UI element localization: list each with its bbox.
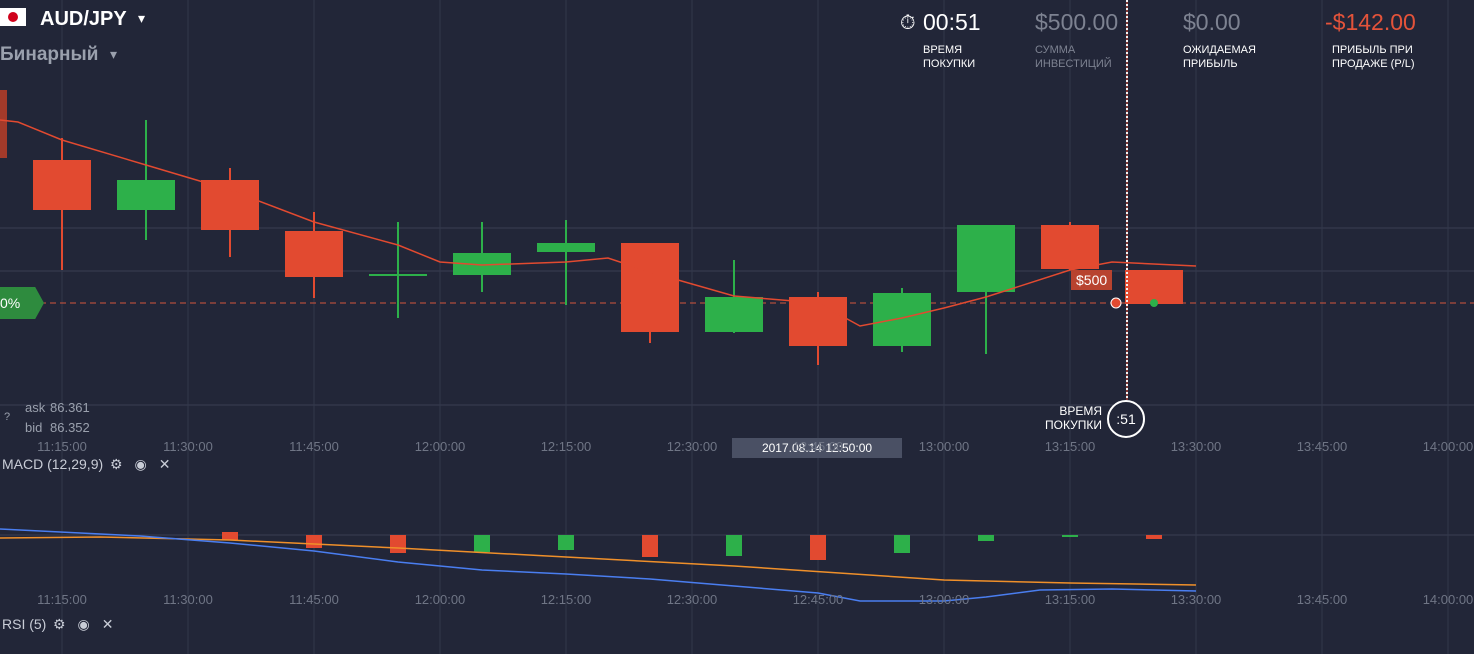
candle: [117, 180, 175, 210]
macd-bar: [1062, 535, 1078, 537]
indicator-time-label: 11:45:00: [289, 592, 339, 607]
candle: [201, 180, 259, 230]
candle: [537, 243, 595, 252]
macd-line: [0, 528, 1197, 602]
candle: [873, 293, 931, 346]
bid-label: bid: [25, 420, 43, 435]
macd-bar: [726, 535, 742, 556]
stat-label: ПРИБЫЛЬ ПРИ ПРОДАЖЕ (P/L): [1332, 44, 1415, 70]
indicator-name: RSI (5): [2, 616, 47, 632]
time-label: 13:30:00: [1170, 439, 1222, 454]
asset-pair[interactable]: AUD/JPY: [40, 8, 127, 30]
time-label: 12:45:00: [792, 439, 844, 454]
trade-amount: $500: [1071, 270, 1113, 290]
time-label: 13:00:00: [918, 439, 970, 454]
candle: [621, 243, 679, 332]
dropdown-arrow[interactable]: ▾: [110, 46, 118, 62]
candle: [285, 231, 343, 277]
indicator-time-label: 13:00:00: [918, 592, 970, 607]
macd-bar: [642, 535, 658, 557]
stat-value: -$142.00: [1325, 9, 1416, 35]
indicator-controls[interactable]: ⚙◉✕: [53, 616, 126, 632]
time-label: 11:15:00: [37, 439, 87, 454]
ask-label: ask: [25, 400, 46, 415]
buy-countdown: :51: [1107, 400, 1145, 438]
candle: [369, 274, 427, 276]
indicator-time-label: 12:45:00: [792, 592, 844, 607]
macd-bar: [222, 532, 238, 540]
indicator-time-label: 14:00:00: [1422, 592, 1474, 607]
macd-bar: [390, 535, 406, 553]
bid-value: 86.352: [50, 420, 90, 435]
timer-icon: ⏱: [900, 12, 916, 34]
help-icon[interactable]: ?: [4, 411, 11, 423]
macd-bar: [810, 535, 826, 560]
indicator-time-label: 12:30:00: [666, 592, 718, 607]
stat-label: ВРЕМЯ ПОКУПКИ: [923, 44, 976, 70]
buy-time-label: ВРЕМЯ ПОКУПКИ: [1045, 404, 1102, 432]
indicator-controls[interactable]: ⚙◉✕: [110, 456, 183, 472]
macd-signal: [0, 536, 1197, 586]
candle: [453, 253, 511, 275]
macd-bar: [894, 535, 910, 553]
price-dot: [1150, 299, 1158, 307]
candle: [1125, 270, 1183, 304]
option-type[interactable]: Бинарный: [0, 44, 99, 65]
indicator-time-label: 13:45:00: [1296, 592, 1348, 607]
indicator-name: MACD (12,29,9): [2, 456, 104, 472]
time-label: 13:15:00: [1044, 439, 1096, 454]
stat-label: ОЖИДАЕМАЯ ПРИБЫЛЬ: [1183, 44, 1256, 70]
candle: [789, 297, 847, 346]
stat-label: СУММА ИНВЕСТИЦИЙ: [1035, 44, 1112, 70]
flag-icon: [0, 8, 26, 26]
strike-tag: 0%: [0, 287, 44, 319]
indicator-time-label: 11:30:00: [163, 592, 213, 607]
time-label: 14:00:00: [1422, 439, 1474, 454]
candle: [0, 90, 7, 158]
macd-bar: [306, 535, 322, 548]
candle: [33, 160, 91, 210]
time-label: 11:45:00: [289, 439, 339, 454]
indicator-time-label: 11:15:00: [37, 592, 87, 607]
time-label: 11:30:00: [163, 439, 213, 454]
candle: [705, 297, 763, 332]
time-label: 12:15:00: [540, 439, 592, 454]
indicator-time-label: 12:15:00: [540, 592, 592, 607]
time-label: 12:00:00: [414, 439, 466, 454]
macd-bar: [474, 535, 490, 552]
macd-bar: [978, 535, 994, 541]
indicator-time-label: 12:00:00: [414, 592, 466, 607]
macd-bar: [558, 535, 574, 550]
cursor-time: 2017.08.14 12:50:00: [732, 438, 902, 458]
candle: [1041, 225, 1099, 269]
candle: [957, 225, 1015, 292]
stat-value: 00:51: [923, 9, 981, 35]
ask-value: 86.361: [50, 400, 90, 415]
stat-value: $500.00: [1035, 9, 1119, 35]
trade-point: [1110, 297, 1122, 309]
indicator-time-label: 13:15:00: [1044, 592, 1096, 607]
time-label: 13:45:00: [1296, 439, 1348, 454]
indicator-time-label: 13:30:00: [1170, 592, 1222, 607]
moving-average: [0, 119, 1197, 327]
stat-value: $0.00: [1183, 9, 1241, 35]
macd-bar: [1146, 535, 1162, 539]
time-label: 12:30:00: [666, 439, 718, 454]
dropdown-arrow[interactable]: ▾: [138, 10, 146, 26]
